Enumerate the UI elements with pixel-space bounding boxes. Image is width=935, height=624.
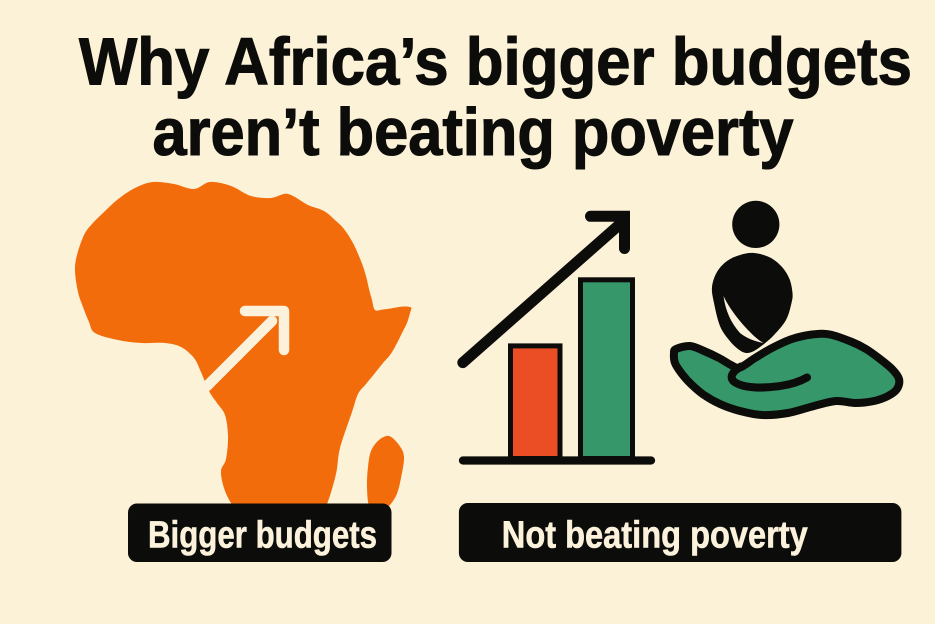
svg-text:Why Africa’s bigger budgets: Why Africa’s bigger budgets — [79, 25, 912, 100]
svg-text:aren’t beating poverty: aren’t beating poverty — [153, 95, 794, 170]
svg-text:Not beating poverty: Not beating poverty — [502, 513, 809, 556]
svg-text:Bigger budgets: Bigger budgets — [148, 514, 377, 557]
